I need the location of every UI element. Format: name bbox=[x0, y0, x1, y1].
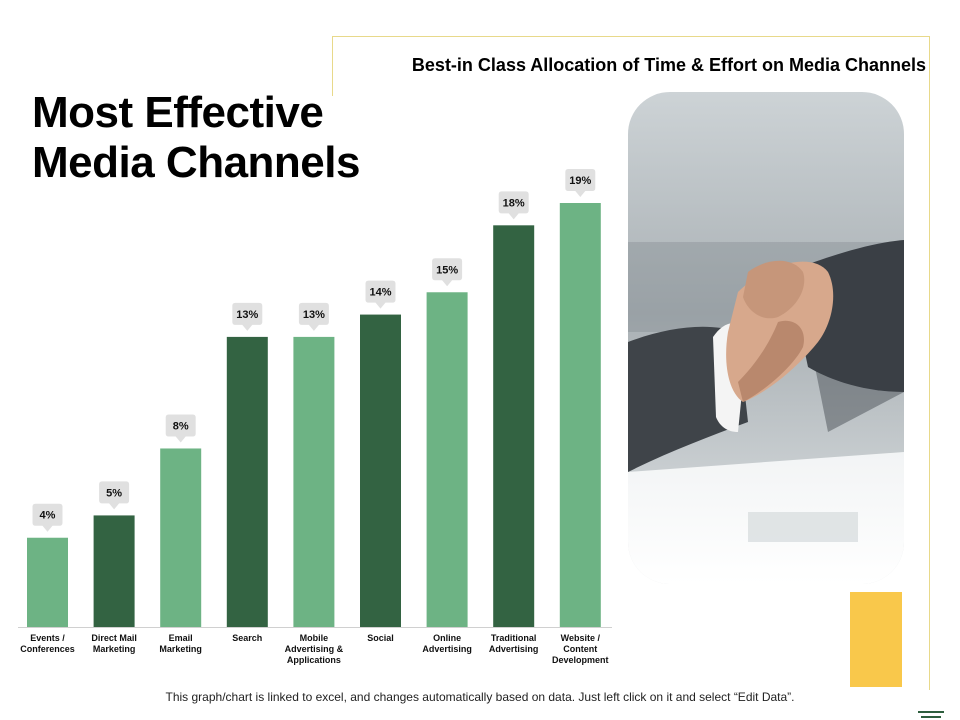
bar-4 bbox=[226, 336, 268, 627]
x-tick-label-8: Traditional Advertising bbox=[488, 633, 539, 654]
x-tick-label-2: Direct Mail Marketing bbox=[91, 633, 137, 654]
data-label-2: 5% bbox=[106, 487, 122, 499]
bar-5 bbox=[293, 336, 335, 627]
data-label-9: 19% bbox=[569, 175, 591, 187]
menu-icon bbox=[916, 709, 946, 719]
title-line-2: Media Channels bbox=[32, 138, 360, 187]
footnote: This graph/chart is linked to excel, and… bbox=[165, 690, 795, 704]
x-tick-label-7: Online Advertising bbox=[422, 633, 472, 654]
handshake-image bbox=[628, 92, 904, 584]
x-tick-label-5: Mobile Advertising & Applications bbox=[284, 633, 344, 665]
bar-6 bbox=[360, 314, 401, 627]
x-tick-label-1: Events / Conferences bbox=[20, 633, 75, 654]
x-tick-label-6: Social bbox=[367, 633, 394, 643]
frame-line-left bbox=[332, 36, 333, 96]
title-line-1: Most Effective bbox=[32, 88, 324, 137]
value-callout-9 bbox=[565, 169, 596, 197]
data-label-8: 18% bbox=[503, 197, 525, 209]
data-label-6: 14% bbox=[369, 287, 391, 299]
bar-chart: 4% 5% 8% 13% 13% 14% 15% 18% 19% Events / Confer… bbox=[0, 160, 620, 665]
slide-title: Most Effective Media Channels bbox=[32, 88, 360, 188]
x-tick-label-4: Search bbox=[232, 633, 263, 643]
bar-2 bbox=[93, 515, 135, 627]
bar-1 bbox=[27, 537, 68, 627]
value-callout-1 bbox=[32, 503, 63, 532]
value-callout-4 bbox=[232, 302, 263, 331]
value-callout-3 bbox=[165, 414, 196, 443]
data-label-7: 15% bbox=[436, 264, 458, 276]
bar-chart-svg: 4% 5% 8% 13% 13% 14% 15% 18% 19% bbox=[18, 169, 612, 628]
x-tick-label-3: Email Marketing bbox=[159, 633, 202, 654]
data-label-1: 4% bbox=[40, 510, 56, 522]
data-label-5: 13% bbox=[303, 309, 325, 321]
bar-8 bbox=[493, 225, 535, 627]
bar-3 bbox=[160, 448, 202, 627]
value-callout-5 bbox=[298, 302, 329, 331]
slide-subtitle: Best-in Class Allocation of Time & Effor… bbox=[411, 55, 926, 75]
x-tick-label-9: Website / Content Development bbox=[552, 633, 609, 665]
bar-9 bbox=[559, 203, 601, 627]
value-callout-6 bbox=[365, 280, 396, 309]
handshake-photo bbox=[628, 92, 904, 584]
accent-block bbox=[850, 592, 902, 687]
frame-line-top bbox=[332, 36, 930, 37]
value-callout-7 bbox=[432, 258, 463, 287]
value-callout-2 bbox=[99, 481, 130, 510]
value-callout-8 bbox=[498, 191, 529, 220]
data-label-4: 13% bbox=[236, 309, 258, 321]
bar-7 bbox=[426, 292, 468, 627]
data-label-3: 8% bbox=[173, 420, 189, 432]
frame-line-right bbox=[929, 36, 930, 690]
